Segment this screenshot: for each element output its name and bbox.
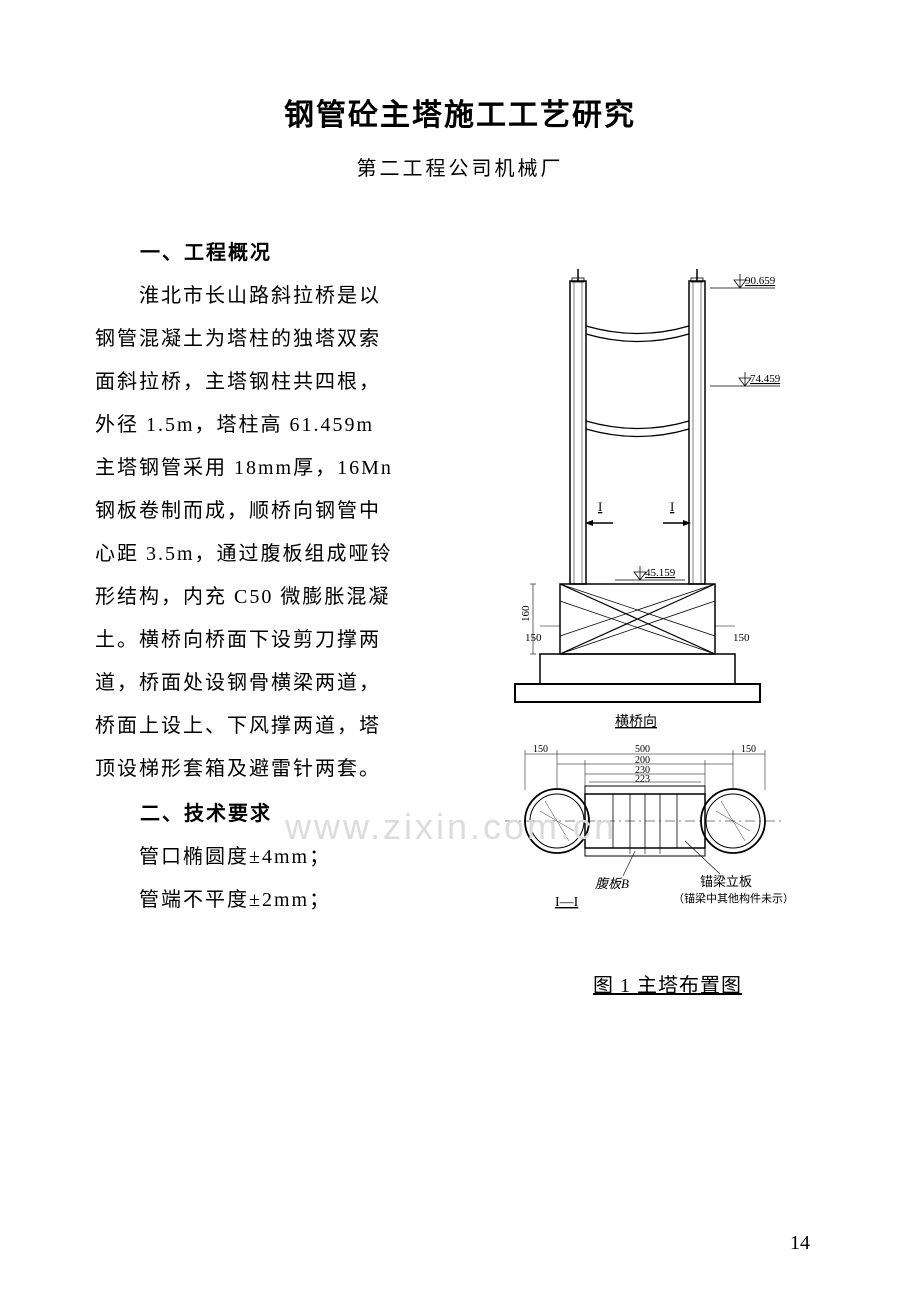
dim-label: 150: [733, 632, 750, 644]
elev-mark-mid: 74.459: [710, 372, 781, 386]
body-line: 钢板卷制而成，顺桥向钢管中: [95, 490, 465, 533]
body-line: 形结构，内充 C50 微膨胀混凝: [95, 576, 465, 619]
elev-mark-top: 90.659: [710, 274, 776, 288]
body-line: 淮北市长山路斜拉桥是以: [95, 275, 465, 318]
section1-body: 淮北市长山路斜拉桥是以 钢管混凝土为塔柱的独塔双索 面斜拉桥，主塔钢柱共四根， …: [95, 275, 465, 791]
body-line: 心距 3.5m，通过腹板组成哑铃: [95, 533, 465, 576]
section1-heading: 一、工程概况: [140, 236, 825, 265]
svg-text:I: I: [670, 499, 674, 514]
dim-label: 150: [741, 744, 756, 755]
body-line: 主塔钢管采用 18mm厚，16Mn: [95, 447, 465, 490]
elev-mark-low: 45.159: [615, 566, 685, 580]
body-line: 桥面上设上、下风撑两道，塔: [95, 705, 465, 748]
section-cut-label: I—I: [555, 895, 579, 910]
spec-line-2: 管端不平度±2mm；: [95, 879, 465, 922]
spec-line-1: 管口椭圆度±4mm；: [95, 836, 465, 879]
dim-label: 150: [533, 744, 548, 755]
body-line: 钢管混凝土为塔柱的独塔双索: [95, 318, 465, 361]
svg-text:I: I: [598, 499, 602, 514]
body-line: 外径 1.5m，塔柱高 61.459m: [95, 404, 465, 447]
dim-label: 150: [525, 632, 542, 644]
dim-label: 160: [520, 605, 532, 622]
body-line: 顶设梯形套箱及避雷针两套。: [95, 748, 465, 791]
fuban-label: 腹板B: [595, 876, 629, 891]
dim-label: 223: [635, 774, 650, 785]
tower-diagram: 150 150 160: [485, 266, 850, 956]
body-line: 面斜拉桥，主塔钢柱共四根，: [95, 361, 465, 404]
subtitle: 第二工程公司机械厂: [95, 152, 825, 181]
section-mark-right: I: [663, 499, 691, 526]
figure-1: 150 150 160: [485, 266, 850, 998]
svg-text:90.659: 90.659: [745, 275, 776, 287]
page-title: 钢管砼主塔施工工艺研究: [95, 90, 825, 134]
body-line: 土。横桥向桥面下设剪刀撑两: [95, 619, 465, 662]
figure-caption: 图 1 主塔布置图: [485, 969, 850, 998]
section-mark-left: I: [585, 499, 613, 526]
svg-text:45.159: 45.159: [645, 567, 676, 579]
maoliang-note: （锚梁中其他构件未示）: [673, 891, 794, 905]
dim-label: 500: [635, 744, 650, 755]
page-number: 14: [790, 1232, 810, 1255]
cross-direction-label: 横桥向: [615, 714, 657, 730]
svg-text:74.459: 74.459: [750, 373, 781, 385]
body-line: 道，桥面处设钢骨横梁两道，: [95, 662, 465, 705]
maoliang-label: 锚梁立板: [700, 874, 752, 889]
